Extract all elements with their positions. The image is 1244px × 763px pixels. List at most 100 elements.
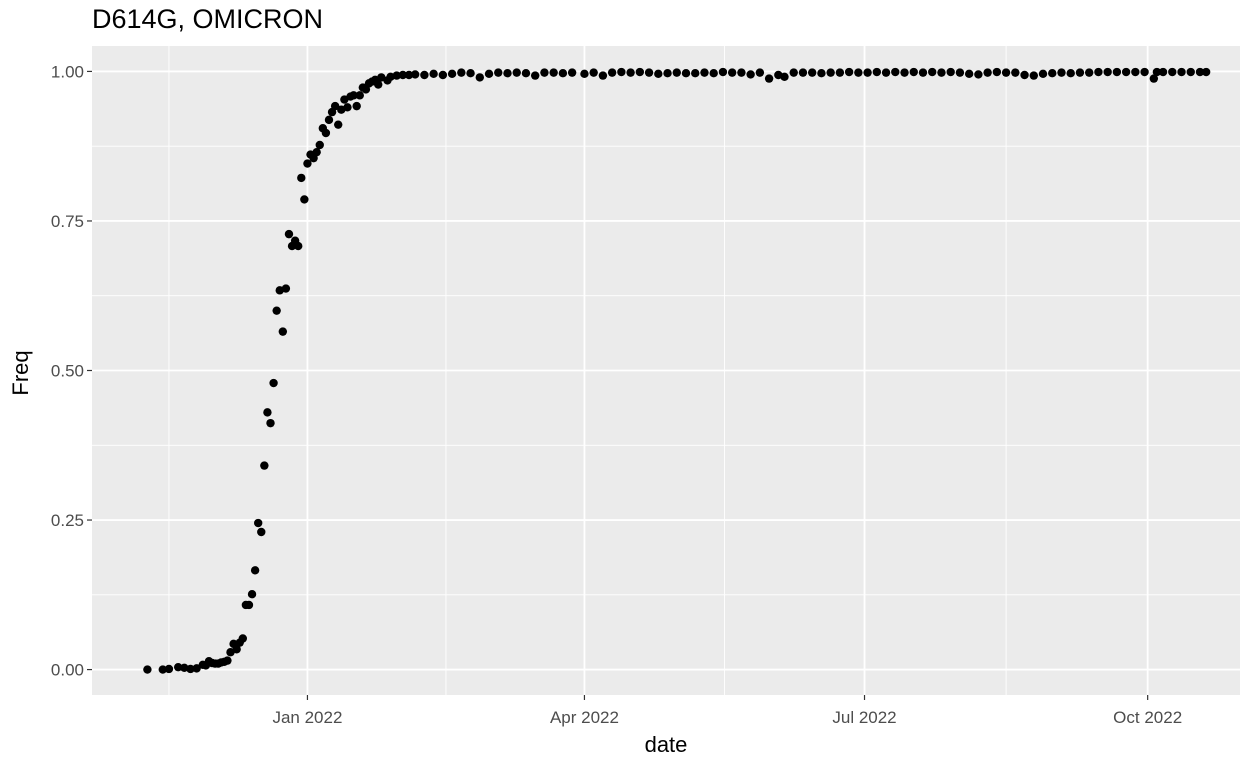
data-point xyxy=(374,80,383,89)
data-point xyxy=(1048,69,1057,78)
y-tick-label: 0.00 xyxy=(51,661,84,680)
data-point xyxy=(294,241,303,251)
data-point xyxy=(186,664,195,674)
data-points xyxy=(143,67,1211,674)
data-point xyxy=(1066,69,1075,78)
y-tick-label: 0.50 xyxy=(51,362,84,381)
x-axis: Jan 2022 Apr 2022 Jul 2022 Oct 2022 xyxy=(272,695,1182,727)
data-point xyxy=(266,418,275,428)
data-point xyxy=(244,600,254,610)
data-point xyxy=(607,68,617,77)
data-point xyxy=(826,68,835,77)
data-point xyxy=(1112,67,1122,77)
data-point xyxy=(881,68,891,77)
data-point xyxy=(580,69,589,79)
data-point xyxy=(992,67,1002,77)
data-point xyxy=(404,70,414,80)
data-point xyxy=(1075,68,1085,77)
data-point xyxy=(974,70,983,79)
data-point xyxy=(709,69,718,78)
data-point xyxy=(764,74,774,83)
data-point xyxy=(891,67,900,77)
data-point xyxy=(352,101,361,111)
data-point xyxy=(558,69,568,78)
x-tick-label: Oct 2022 xyxy=(1113,708,1182,727)
data-point xyxy=(263,408,272,417)
y-axis: 0.00 0.25 0.50 0.75 1.00 xyxy=(51,62,92,680)
data-point xyxy=(355,91,364,100)
data-point xyxy=(964,69,974,79)
data-point xyxy=(617,67,626,77)
data-point xyxy=(681,69,691,78)
data-point xyxy=(672,68,681,77)
data-point xyxy=(398,70,408,80)
data-point xyxy=(1029,71,1038,80)
data-point xyxy=(315,140,324,150)
data-point xyxy=(343,103,352,112)
data-point xyxy=(303,159,312,168)
data-point xyxy=(1158,67,1168,77)
data-point xyxy=(269,378,278,388)
data-point xyxy=(1038,69,1048,79)
y-axis-title: Freq xyxy=(8,350,33,395)
data-point xyxy=(324,115,334,125)
data-point xyxy=(297,173,306,183)
data-point xyxy=(1001,68,1011,77)
data-point xyxy=(928,67,937,77)
data-point xyxy=(420,70,429,80)
data-point xyxy=(1186,67,1195,77)
data-point xyxy=(512,68,521,77)
data-point xyxy=(494,68,503,77)
data-point xyxy=(192,664,201,673)
data-point xyxy=(223,656,232,665)
data-point xyxy=(484,69,494,79)
y-tick-label: 1.00 xyxy=(51,62,84,81)
data-point xyxy=(909,67,918,77)
data-point xyxy=(1131,67,1140,77)
data-point xyxy=(429,69,438,79)
data-point xyxy=(503,69,512,78)
data-point xyxy=(918,68,928,77)
chart-title: D614G, OMICRON xyxy=(92,4,324,34)
data-point xyxy=(247,590,257,599)
data-point xyxy=(937,68,946,77)
data-point xyxy=(540,68,549,77)
data-point xyxy=(727,68,737,77)
data-point xyxy=(530,71,540,80)
data-point xyxy=(1094,67,1103,77)
data-point xyxy=(635,67,645,77)
data-point xyxy=(1140,67,1149,77)
data-point xyxy=(746,70,755,79)
data-point xyxy=(807,68,817,77)
data-point xyxy=(312,147,321,157)
data-point xyxy=(438,70,448,80)
data-point xyxy=(654,69,663,79)
data-point xyxy=(173,662,183,672)
data-point xyxy=(330,101,340,111)
x-tick-label: Jan 2022 xyxy=(272,708,342,727)
data-point xyxy=(278,327,288,336)
data-point xyxy=(755,68,765,77)
data-point xyxy=(598,71,608,80)
data-point xyxy=(1103,67,1112,77)
data-point xyxy=(567,68,577,77)
data-point xyxy=(232,645,241,654)
data-point xyxy=(158,665,167,674)
data-point xyxy=(272,306,281,315)
data-point xyxy=(1149,74,1159,83)
data-point xyxy=(466,69,475,78)
x-axis-title: date xyxy=(645,732,688,757)
data-point xyxy=(900,68,909,77)
data-point xyxy=(281,284,291,293)
data-point xyxy=(872,67,882,77)
data-point xyxy=(143,665,152,674)
data-point xyxy=(589,68,598,77)
data-point xyxy=(250,566,260,575)
data-point xyxy=(392,71,401,80)
data-point xyxy=(644,68,654,77)
y-tick-label: 0.25 xyxy=(51,511,84,530)
data-point xyxy=(691,69,700,78)
data-point xyxy=(1152,67,1162,77)
data-point xyxy=(1011,68,1020,77)
